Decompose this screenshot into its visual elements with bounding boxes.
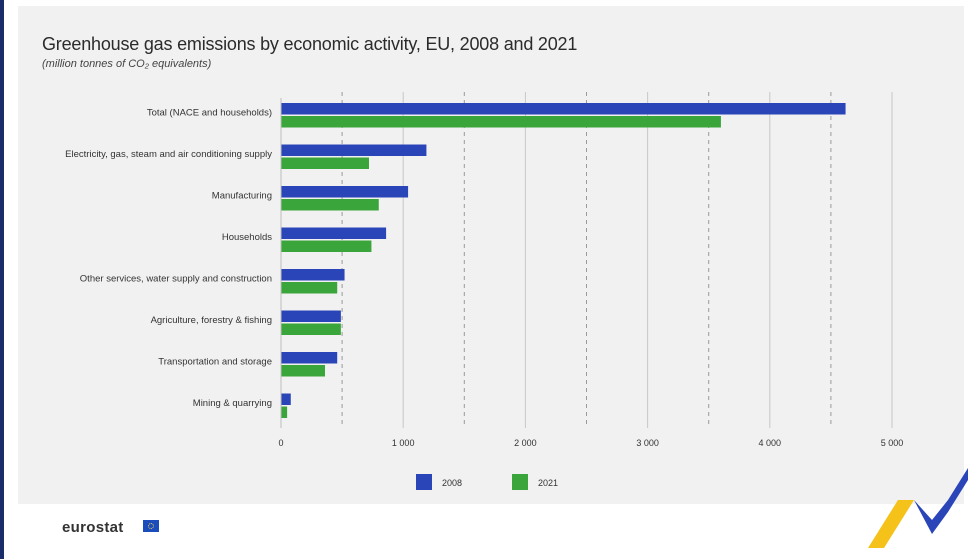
bar-2021 [281,406,288,418]
legend-swatch-2021 [512,474,528,490]
category-label: Total (NACE and households) [147,108,272,119]
bar-2008 [281,269,345,281]
bar-2021 [281,157,369,169]
category-label: Mining & quarrying [193,398,272,409]
bar-2008 [281,227,387,239]
legend-swatch-2008 [416,474,432,490]
legend-label-2021: 2021 [538,478,559,488]
x-tick-label: 1 000 [392,438,415,448]
left-border-accent [0,0,4,559]
category-label: Households [222,232,272,243]
x-tick-label: 2 000 [514,438,537,448]
eurostat-logo: eurostat [62,519,124,536]
bar-2021 [281,282,338,294]
bar-2008 [281,393,291,405]
chart-panel [18,6,964,504]
bar-2008 [281,310,341,322]
bar-2008 [281,103,846,115]
category-label: Agriculture, forestry & fishing [151,315,272,326]
bar-2021 [281,199,379,211]
category-label: Electricity, gas, steam and air conditio… [65,149,272,160]
chart-title: Greenhouse gas emissions by economic act… [42,34,578,54]
x-tick-label: 0 [278,438,283,448]
x-tick-label: 3 000 [636,438,659,448]
x-tick-label: 5 000 [881,438,904,448]
eu-flag-icon [143,520,159,532]
bar-2021 [281,323,341,335]
bar-2021 [281,240,372,252]
bar-2008 [281,186,409,198]
bar-2008 [281,352,338,364]
category-label: Manufacturing [212,191,272,202]
category-label: Transportation and storage [158,357,272,368]
bar-2008 [281,144,427,156]
bar-2021 [281,365,325,377]
x-tick-label: 4 000 [759,438,782,448]
bar-2021 [281,116,721,128]
legend-label-2008: 2008 [442,478,463,488]
chart-subtitle: (million tonnes of CO₂ equivalents) [42,58,212,70]
corner-decoration-icon [868,468,968,548]
category-label: Other services, water supply and constru… [80,274,272,285]
